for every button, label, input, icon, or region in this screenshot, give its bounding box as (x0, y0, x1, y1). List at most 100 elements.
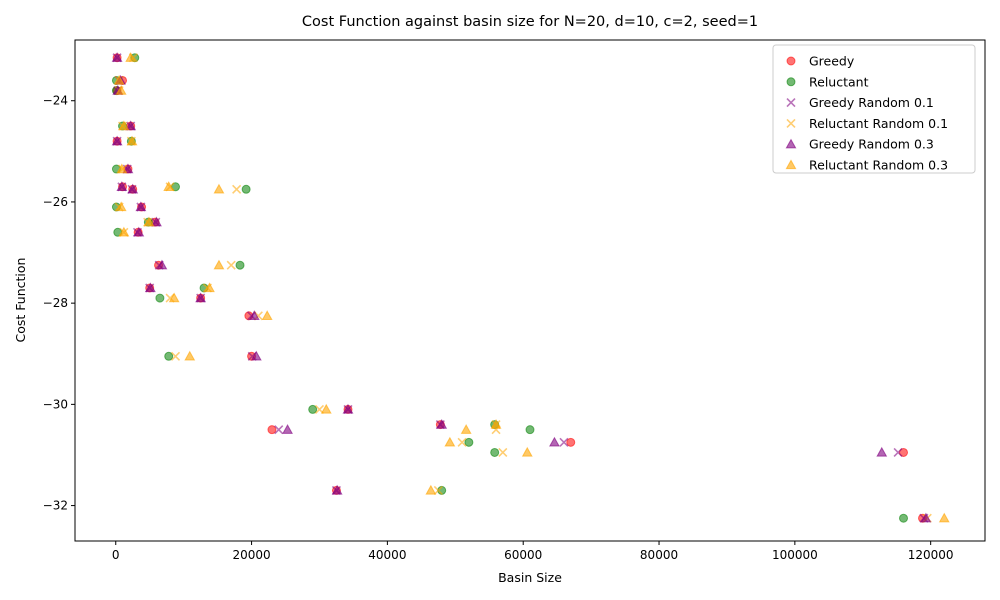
data-point (433, 485, 443, 495)
series-reluctant-random-0-3 (113, 52, 950, 523)
legend-marker (786, 56, 796, 66)
data-point (559, 437, 569, 447)
legend-entry: Greedy Random 0.3 (785, 137, 934, 152)
data-point (548, 436, 560, 447)
data-point (118, 120, 130, 131)
y-axis-title: Cost Function (13, 258, 28, 343)
data-point (151, 216, 162, 227)
data-point (938, 512, 950, 523)
data-point (342, 403, 354, 414)
data-point (213, 259, 225, 270)
data-point (168, 292, 180, 303)
series-greedy-random-0-3 (111, 52, 932, 523)
data-point (164, 351, 174, 361)
x-tick-label: 0 (112, 548, 120, 562)
legend-box (772, 44, 976, 174)
data-point (125, 52, 137, 62)
legend-marker (786, 98, 796, 108)
data-point (425, 484, 437, 495)
data-point (525, 425, 535, 435)
y-tick-label: −24 (43, 94, 68, 108)
data-point (226, 260, 236, 270)
data-point (464, 437, 474, 447)
data-point (899, 513, 909, 523)
data-point (113, 74, 125, 85)
data-point (232, 184, 242, 194)
legend-marker (786, 77, 796, 87)
data-point (331, 484, 343, 495)
legend-label: Greedy Random 0.3 (809, 137, 934, 152)
data-point (126, 135, 138, 146)
data-point (156, 259, 168, 270)
data-point (320, 403, 332, 414)
data-point (457, 437, 467, 447)
legend-marker (786, 118, 796, 128)
legend-entry: Reluctant Random 0.1 (786, 116, 948, 131)
y-tick-label: −30 (43, 397, 68, 411)
data-point (115, 84, 127, 95)
data-point (521, 446, 533, 457)
data-point (899, 447, 909, 457)
x-tick-label: 20000 (232, 548, 270, 562)
data-point (241, 184, 251, 194)
data-point (143, 216, 155, 227)
x-tick-label: 60000 (504, 548, 542, 562)
data-point (195, 292, 207, 303)
plot-area (74, 39, 986, 542)
data-point (248, 310, 260, 320)
data-point (282, 424, 294, 434)
legend-entry: Greedy (786, 54, 855, 69)
x-tick-label: 120000 (908, 548, 954, 562)
data-point (170, 351, 181, 361)
data-point (118, 226, 130, 237)
data-point (111, 135, 123, 146)
data-point (235, 260, 245, 270)
x-axis: 0 20000 40000 60000 80000 100000 120000 (112, 541, 954, 562)
x-tick-label: 40000 (368, 548, 406, 562)
y-tick-label: −32 (43, 499, 68, 513)
data-point (876, 446, 888, 457)
legend-marker (785, 159, 797, 170)
data-point (490, 447, 500, 457)
data-point (213, 183, 225, 194)
data-point (498, 447, 508, 458)
data-point (308, 404, 318, 414)
data-point (250, 350, 262, 361)
data-point (893, 447, 903, 458)
data-point (274, 425, 284, 435)
chart-title: Cost Function against basin size for N=2… (302, 14, 758, 30)
y-tick-label: −28 (43, 296, 68, 310)
data-point (566, 437, 576, 447)
legend: Greedy Reluctant Greedy Random 0.1 Reluctan… (772, 44, 976, 174)
legend-label: Reluctant (809, 74, 869, 89)
x-axis-title: Basin Size (498, 570, 562, 585)
legend-marker (785, 138, 797, 149)
data-point (116, 163, 128, 174)
data-point (490, 418, 502, 429)
data-point (436, 418, 448, 429)
data-point (204, 282, 215, 293)
data-point (920, 512, 932, 523)
y-axis: −32 −30 −28 −26 −24 (43, 94, 75, 513)
data-point (115, 201, 127, 212)
legend-entry: Reluctant (786, 74, 869, 89)
data-point (125, 120, 137, 131)
data-point (127, 183, 139, 194)
data-point (133, 226, 145, 237)
legend-entry: Reluctant Random 0.3 (785, 158, 948, 173)
data-point (155, 293, 165, 303)
legend-label: Reluctant Random 0.3 (809, 158, 948, 173)
legend-entry: Greedy Random 0.1 (786, 95, 934, 110)
data-point (267, 425, 277, 435)
data-point (163, 181, 175, 191)
data-point (184, 350, 196, 361)
legend-label: Greedy Random 0.1 (809, 95, 934, 110)
data-point (144, 282, 156, 293)
data-point (261, 310, 273, 320)
data-point (116, 181, 128, 191)
data-point (460, 424, 472, 434)
data-point (444, 436, 456, 447)
data-point (135, 201, 147, 212)
plot-frame (74, 39, 986, 542)
